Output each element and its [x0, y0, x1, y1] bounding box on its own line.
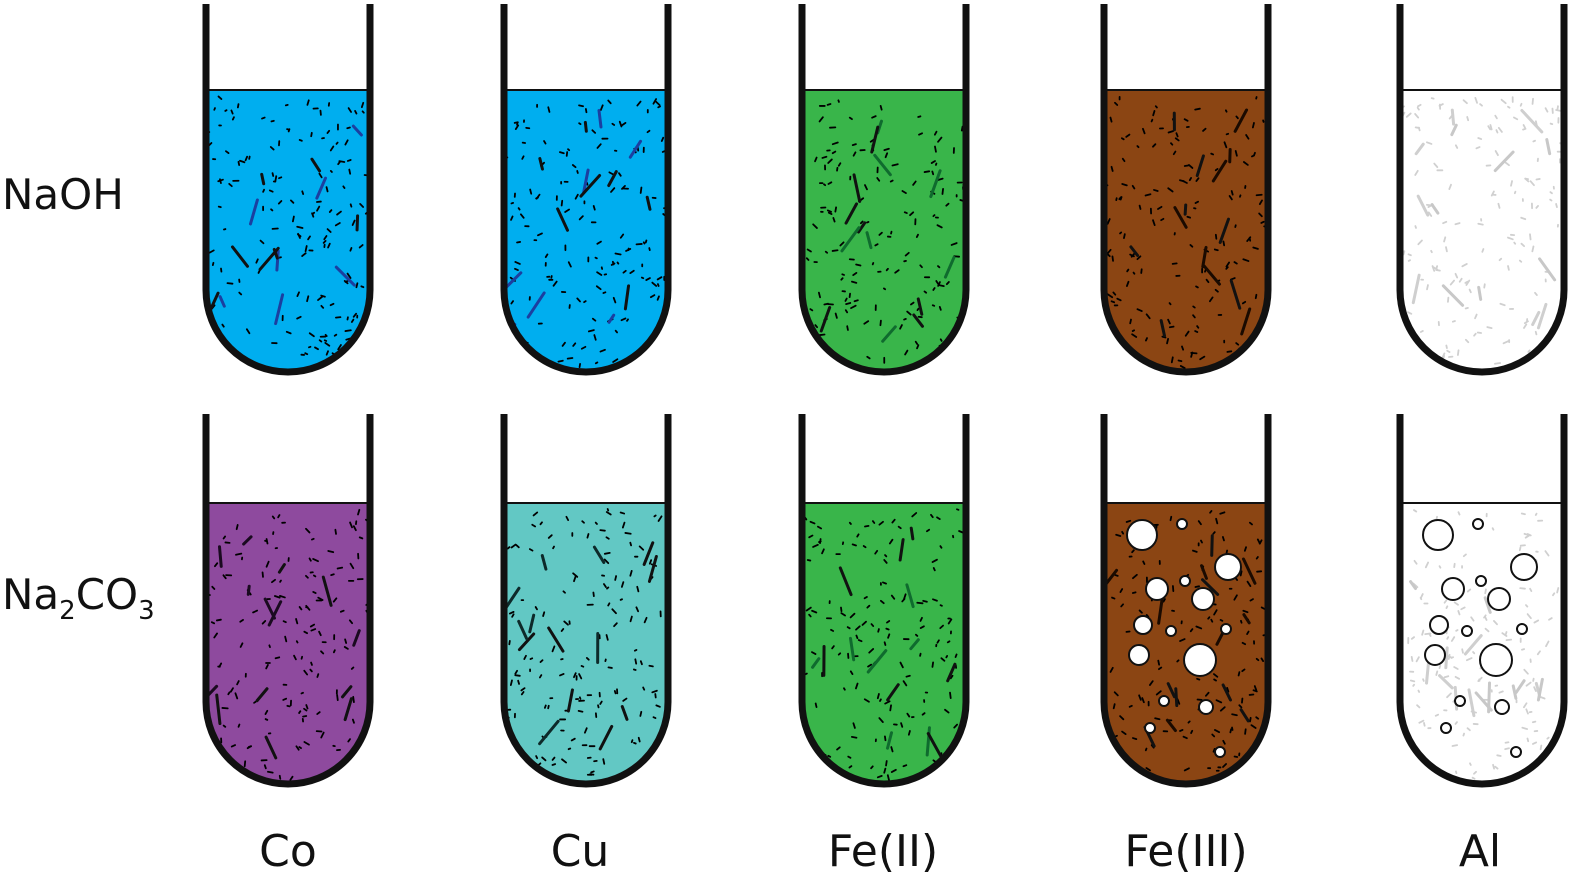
test-tubes-grid	[202, 4, 1568, 788]
precipitate-specks	[1400, 96, 1564, 370]
precipitate-specks	[802, 99, 966, 364]
tube-glass	[1396, 4, 1568, 376]
liquid	[206, 503, 370, 784]
test-tube-cu-row-2	[500, 414, 672, 788]
gas-bubbles	[1422, 518, 1538, 758]
precipitate-specks	[802, 508, 966, 782]
formula-subscript: 2	[59, 596, 76, 626]
liquid	[504, 503, 668, 784]
test-tube-fe3-row-2	[1100, 414, 1272, 788]
tube-glass	[798, 414, 970, 788]
liquid	[802, 90, 966, 372]
tube-glass	[1100, 414, 1272, 788]
test-tube-cu-row-1	[500, 4, 672, 376]
liquid	[1400, 90, 1564, 372]
test-tube-fe2-row-1	[798, 4, 970, 376]
test-tube-co-row-1	[202, 4, 374, 376]
tube-glass	[202, 4, 374, 376]
liquid	[206, 90, 370, 372]
column-label-cu: Cu	[550, 826, 610, 877]
row-label-naoh: NaOH	[2, 170, 124, 219]
tube-glass	[1100, 4, 1272, 376]
gas-bubbles	[1126, 518, 1242, 758]
column-label-fe3: Fe(III)	[1124, 826, 1248, 877]
liquid	[1400, 503, 1564, 784]
liquid	[802, 503, 966, 784]
column-label-fe2: Fe(II)	[827, 826, 939, 877]
tube-glass	[500, 4, 672, 376]
precipitate-specks	[504, 98, 668, 370]
tube-glass	[798, 4, 970, 376]
row-label-na2co3: Na2CO3	[2, 570, 155, 624]
formula-part: Na	[2, 570, 60, 619]
column-label-co: Co	[259, 826, 317, 877]
precipitate-specks	[1400, 509, 1564, 780]
test-tube-al-row-1	[1396, 4, 1568, 376]
formula-subscript: 3	[138, 596, 155, 626]
test-tube-al-row-2	[1396, 414, 1568, 788]
formula-part: CO	[75, 570, 139, 619]
tube-glass	[1396, 414, 1568, 788]
test-tube-fe3-row-1	[1100, 4, 1272, 376]
column-label-al: Al	[1458, 826, 1502, 877]
tube-glass	[500, 414, 672, 788]
test-tube-co-row-2	[202, 414, 374, 788]
tube-glass	[202, 414, 374, 788]
test-tube-fe2-row-2	[798, 414, 970, 788]
